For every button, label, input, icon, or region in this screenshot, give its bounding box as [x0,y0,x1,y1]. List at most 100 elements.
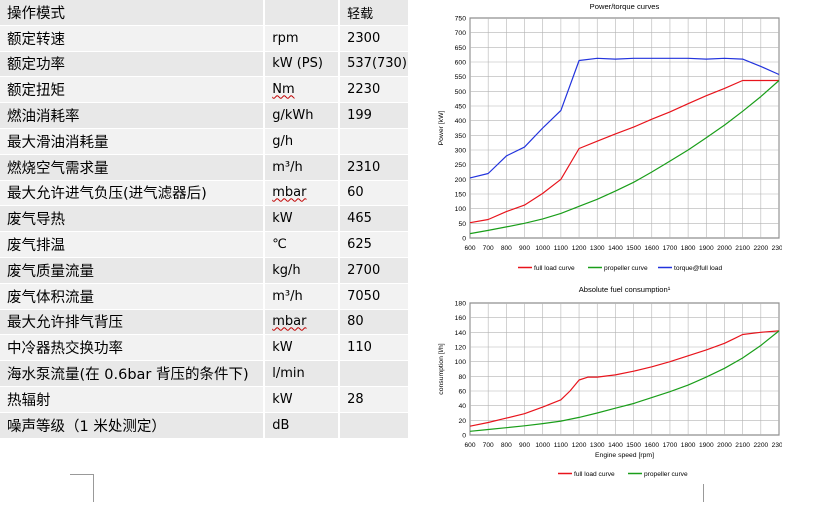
spec-value-cell [339,360,410,387]
spec-label-cell: 额定功率 [0,51,266,78]
spec-row: 燃烧空气需求量 m³/h 2310 [0,154,410,181]
y-tick-label: 650 [455,45,467,52]
y-tick-label: 20 [458,418,466,425]
y-tick-label: 350 [455,133,467,140]
y-tick-label: 0 [462,236,466,243]
x-tick-label: 600 [464,245,475,252]
legend-label: full load curve [574,471,615,478]
y-axis-label: Power [kW] [438,111,445,146]
x-tick-label: 1300 [590,245,605,252]
spec-value-cell: 2310 [339,154,410,181]
x-tick-label: 1500 [626,245,641,252]
y-tick-label: 180 [455,301,467,308]
spec-unit-cell: g/kWh [264,102,341,129]
spec-row: 最大允许进气负压(进气滤器后) mbar 60 [0,180,410,207]
x-tick-label: 600 [464,442,475,449]
x-tick-label: 2200 [753,245,768,252]
x-tick-label: 900 [519,442,530,449]
x-tick-label: 1900 [699,245,714,252]
spec-value-cell: 60 [339,180,410,207]
spec-value-cell [339,128,410,155]
legend-label: torque@full load [674,265,722,272]
x-axis-label: Engine speed [rpm] [595,452,654,459]
x-tick-label: 800 [501,442,512,449]
x-tick-label: 1300 [590,442,605,449]
x-tick-label: 1400 [608,245,623,252]
x-tick-label: 2000 [717,245,732,252]
spec-unit-cell: Nm [264,76,341,104]
spec-value-cell: 轻载 [339,0,410,26]
y-tick-label: 100 [455,359,467,366]
y-tick-label: 60 [458,389,466,396]
spec-row: 最大滑油消耗量 g/h [0,128,410,155]
spec-unit-cell: kW [264,334,341,362]
x-tick-label: 1700 [663,245,678,252]
x-tick-label: 2300 [772,245,782,252]
legend-label: propeller curve [604,265,648,272]
spec-label-cell: 额定扭矩 [0,76,266,104]
y-tick-label: 400 [455,118,467,125]
spec-row: 废气导热 kW 465 [0,205,410,233]
page-corner-mark-left [70,474,94,475]
x-tick-label: 1000 [535,245,550,252]
spec-row: 热辐射 kW 28 [0,386,410,413]
y-tick-label: 700 [455,30,467,37]
x-tick-label: 1000 [535,442,550,449]
x-tick-label: 1500 [626,442,641,449]
y-tick-label: 140 [455,330,467,337]
spec-row: 额定转速 rpm 2300 [0,25,410,52]
y-tick-label: 40 [458,403,466,410]
x-tick-label: 2100 [735,245,750,252]
y-tick-label: 100 [455,206,467,213]
spec-value-cell: 2230 [339,76,410,104]
spec-value-cell: 2300 [339,25,410,52]
spec-row: 废气排温 ℃ 625 [0,231,410,258]
x-tick-label: 800 [501,245,512,252]
spec-value-cell: 465 [339,205,410,233]
y-tick-label: 80 [458,374,466,381]
plot-area [469,17,780,239]
x-tick-label: 900 [519,245,530,252]
spec-unit-cell: kW [264,205,341,233]
series-line-0 [469,79,779,224]
spec-label-cell: 热辐射 [0,386,266,413]
plot-area [469,302,780,436]
spec-label-cell: 废气排温 [0,231,266,258]
spec-unit-cell: ℃ [264,231,341,258]
chart-title: Absolute fuel consumption¹ [579,285,671,294]
spec-value-cell: 7050 [339,283,410,310]
y-tick-label: 450 [455,104,467,111]
spec-label-cell: 中冷器热交换功率 [0,334,266,362]
spec-unit-cell [264,0,341,26]
spec-row: 废气质量流量 kg/h 2700 [0,257,410,284]
spec-value-cell: 110 [339,334,410,362]
series-line-1 [469,80,780,235]
x-tick-label: 1400 [608,442,623,449]
x-tick-label: 1200 [572,442,587,449]
spec-label-cell: 最大允许进气负压(进气滤器后) [0,180,266,207]
y-tick-label: 0 [462,433,466,440]
spec-value-cell: 28 [339,386,410,413]
x-tick-label: 1800 [681,442,696,449]
spec-label-cell: 最大滑油消耗量 [0,128,266,155]
series-line-1 [469,330,780,432]
spec-unit-cell: kW [264,386,341,413]
y-tick-label: 160 [455,315,467,322]
x-tick-label: 700 [483,245,494,252]
y-tick-label: 750 [455,16,467,23]
spec-value-cell: 2700 [339,257,410,284]
spec-label-cell: 噪声等级（1 米处测定） [0,412,266,439]
x-tick-label: 1800 [681,245,696,252]
spec-row: 额定扭矩 Nm 2230 [0,76,410,104]
spec-unit-cell: mbar [264,180,341,207]
spec-unit-cell: g/h [264,128,341,155]
spec-label-cell: 废气质量流量 [0,257,266,284]
spec-label-cell: 废气导热 [0,205,266,233]
x-tick-label: 1600 [644,245,659,252]
spec-row: 燃油消耗率 g/kWh 199 [0,102,410,129]
spec-value-cell [339,412,410,439]
series-line-0 [469,330,780,427]
spec-row: 噪声等级（1 米处测定） dB [0,412,410,439]
x-tick-label: 1100 [554,442,569,449]
spec-unit-cell: mbar [264,309,341,336]
